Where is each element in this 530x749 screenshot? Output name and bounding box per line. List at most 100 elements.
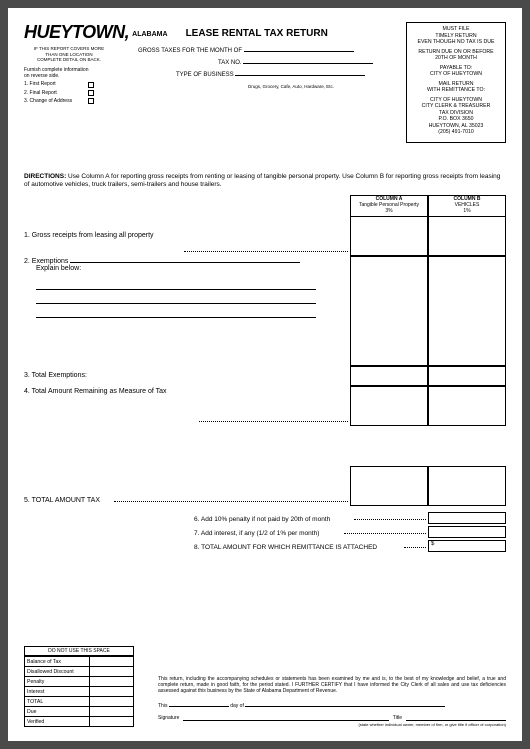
col-a-header: COLUMN A Tangible Personal Property 3% [350, 195, 428, 215]
column-headers: COLUMN A Tangible Personal Property 3% C… [24, 195, 506, 215]
line-3: 3. Total Exemptions: [24, 366, 506, 386]
taxno-field: TAX NO. [218, 60, 388, 66]
line-4-col-b[interactable] [428, 386, 506, 426]
line-1-col-b[interactable] [428, 216, 506, 256]
info-l3: EVEN THOUGH NO TAX IS DUE [418, 39, 495, 45]
dnu-r4: Interest [25, 687, 90, 697]
line-2-col-a[interactable] [350, 256, 428, 366]
do-not-use-box: DO NOT USE THIS SPACE Balance of Tax Dis… [24, 646, 134, 727]
first-report-checkbox[interactable] [88, 82, 94, 88]
title-input[interactable] [406, 715, 506, 721]
dnu-r2: Disallowed Discount [25, 667, 90, 677]
change-address-label: 3. Change of Address [24, 98, 72, 104]
info-l7: CITY OF HUEYTOWN [430, 71, 482, 77]
line-1-col-a[interactable] [350, 216, 428, 256]
dnu-r7: Verified [25, 717, 90, 727]
explain-line-3[interactable] [36, 304, 316, 318]
month-field: GROSS TAXES FOR THE MONTH OF [138, 48, 388, 54]
dnu-r1: Balance of Tax [25, 657, 90, 667]
penalty-section: 6. Add 10% penalty if not paid by 20th o… [194, 512, 506, 552]
line-4-label: 4. Total Amount Remaining as Measure of … [24, 388, 167, 395]
explain-label: Explain below: [36, 265, 350, 272]
directions: DIRECTIONS: Use Column A for reporting g… [24, 173, 506, 189]
info-l9: WITH REMITTANCE TO: [427, 87, 485, 93]
date-line: This day of [158, 703, 506, 709]
city-name: HUEYTOWN, [24, 22, 129, 43]
line-5-col-b[interactable] [428, 466, 506, 506]
line-5-col-a[interactable] [350, 466, 428, 506]
final-report-checkbox[interactable] [88, 90, 94, 96]
line-8-cell[interactable]: $ [428, 540, 506, 552]
exemptions-input[interactable] [70, 262, 300, 263]
info-l14: HUEYTOWN, AL 35023 [429, 123, 484, 129]
first-report-label: 1. First Report [24, 81, 56, 87]
info-l15: (205) 491-7010 [438, 129, 473, 135]
line-4: 4. Total Amount Remaining as Measure of … [24, 386, 506, 426]
dnu-header: DO NOT USE THIS SPACE [24, 646, 134, 656]
month-input[interactable] [244, 51, 354, 52]
day-input[interactable] [169, 706, 229, 707]
line-2-col-b[interactable] [428, 256, 506, 366]
line-3-label: 3. Total Exemptions: [24, 372, 87, 379]
change-address-checkbox[interactable] [88, 98, 94, 104]
certification: This return, including the accompanying … [158, 676, 506, 727]
signature-row: Signature Title [158, 715, 506, 721]
line-6-cell[interactable] [428, 512, 506, 524]
info-l10: CITY OF HUEYTOWN [430, 97, 482, 103]
business-field: TYPE OF BUSINESS [176, 72, 388, 78]
dnu-r3: Penalty [25, 677, 90, 687]
business-input[interactable] [235, 75, 365, 76]
cert-text: This return, including the accompanying … [158, 676, 506, 695]
dnu-table: Balance of Tax Disallowed Discount Penal… [24, 656, 134, 727]
reverse-note: Furnish complete information on reverse … [24, 67, 114, 80]
info-l6: PAYABLE TO: [440, 65, 472, 71]
taxno-input[interactable] [243, 63, 373, 64]
signature-input[interactable] [183, 715, 388, 721]
tax-form-page: HUEYTOWN, ALABAMA LEASE RENTAL TAX RETUR… [8, 8, 522, 741]
final-report-row: 2. Final Report [24, 90, 114, 96]
line-3-col-a[interactable] [350, 366, 428, 386]
change-address-row: 3. Change of Address [24, 98, 114, 104]
first-report-row: 1. First Report [24, 81, 114, 87]
line-6: 6. Add 10% penalty if not paid by 20th o… [194, 512, 506, 524]
line-7-label: 7. Add interest, if any (1/2 of 1% per m… [194, 530, 319, 537]
final-report-label: 2. Final Report [24, 90, 57, 96]
multi-loc-note: IF THIS REPORT COVERS MORE THAN ONE LOCA… [24, 46, 114, 63]
state-name: ALABAMA [132, 31, 167, 38]
top-left-notes: IF THIS REPORT COVERS MORE THAN ONE LOCA… [24, 46, 114, 104]
explain-line-2[interactable] [36, 290, 316, 304]
month-year-input[interactable] [245, 706, 445, 707]
form-title: LEASE RENTAL TAX RETURN [186, 28, 328, 39]
info-l4: RETURN DUE ON OR BEFORE [418, 49, 493, 55]
dnu-r6: Due [25, 707, 90, 717]
info-l13: P.O. BOX 3650 [438, 116, 473, 122]
line-1: 1. Gross receipts from leasing all prope… [24, 216, 506, 256]
info-l12: TAX DIVISION [439, 110, 473, 116]
line-5: 5. TOTAL AMOUNT TAX [24, 466, 506, 506]
line-7: 7. Add interest, if any (1/2 of 1% per m… [194, 526, 506, 538]
explain-lines [36, 276, 316, 318]
sig-note: (state whether individual owner, member … [158, 722, 506, 727]
line-6-label: 6. Add 10% penalty if not paid by 20th o… [194, 516, 330, 523]
explain-line-1[interactable] [36, 276, 316, 290]
info-l8: MAIL RETURN [439, 81, 474, 87]
info-l11: CITY CLERK & TREASURER [422, 103, 491, 109]
line-7-cell[interactable] [428, 526, 506, 538]
line-2: 2. Exemptions Explain below: [24, 256, 506, 366]
info-l5: 20TH OF MONTH [435, 55, 477, 61]
top-center-fields: GROSS TAXES FOR THE MONTH OF TAX NO. TYP… [138, 48, 388, 89]
col-b-header: COLUMN B VEHICLES 1% [428, 195, 506, 215]
info-l2: TIMELY RETURN [435, 33, 476, 39]
line-1-label: 1. Gross receipts from leasing all prope… [24, 232, 154, 239]
dnu-r5: TOTAL [25, 697, 90, 707]
line-8: 8. TOTAL AMOUNT FOR WHICH REMITTANCE IS … [194, 540, 506, 552]
line-3-col-b[interactable] [428, 366, 506, 386]
business-examples: Drugs, Grocery, Cafe, Auto, Hardware, Et… [248, 84, 388, 89]
line-2-label: 2. Exemptions [24, 258, 350, 265]
line-4-col-a[interactable] [350, 386, 428, 426]
info-l1: MUST FILE [443, 26, 470, 32]
line-8-label: 8. TOTAL AMOUNT FOR WHICH REMITTANCE IS … [194, 544, 377, 551]
main-table: COLUMN A Tangible Personal Property 3% C… [24, 195, 506, 551]
line-5-label: 5. TOTAL AMOUNT TAX [24, 497, 100, 504]
filing-info-box: MUST FILE TIMELY RETURN EVEN THOUGH NO T… [406, 22, 506, 143]
